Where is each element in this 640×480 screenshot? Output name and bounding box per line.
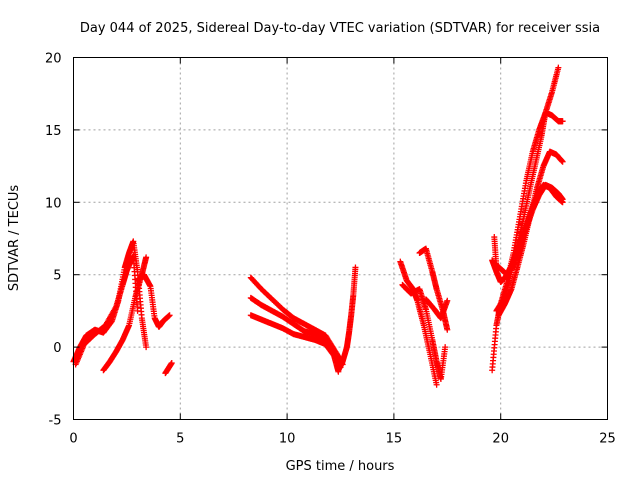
y-tick-label: -5 xyxy=(49,414,62,429)
x-tick-label: 25 xyxy=(599,432,616,447)
data-point xyxy=(168,360,175,367)
data-point xyxy=(555,64,562,71)
series-sat-h xyxy=(247,312,342,375)
y-tick-label: 20 xyxy=(45,52,62,67)
x-tick-label: 20 xyxy=(492,432,509,447)
x-tick-label: 0 xyxy=(69,432,77,447)
chart-title: Day 044 of 2025, Sidereal Day-to-day VTE… xyxy=(80,21,600,36)
y-tick-label: 10 xyxy=(45,196,62,211)
series-sat-o xyxy=(493,109,566,314)
data-point xyxy=(444,326,451,333)
data-point xyxy=(433,381,440,388)
data-point xyxy=(559,199,566,206)
axis-ticks: 0 5 10 15 20 25 -5 0 5 10 15 20 xyxy=(45,52,616,447)
data-point xyxy=(442,344,449,351)
data-point xyxy=(352,264,359,271)
y-tick-label: 5 xyxy=(53,269,61,284)
series-sat-b xyxy=(72,252,141,368)
x-tick-label: 15 xyxy=(386,432,403,447)
grid xyxy=(73,57,608,420)
data-point xyxy=(559,158,566,165)
y-tick-label: 15 xyxy=(45,124,62,139)
series-sat-i xyxy=(335,264,359,374)
data-point xyxy=(166,312,173,319)
series-sat-e xyxy=(162,360,175,377)
data-point xyxy=(143,344,150,351)
series-sat-d xyxy=(134,271,173,330)
data-point xyxy=(112,304,119,311)
series-sat-l xyxy=(416,245,451,333)
data-point xyxy=(559,118,566,125)
y-tick-label: 0 xyxy=(53,341,61,356)
data-point xyxy=(143,254,150,261)
data-point xyxy=(493,264,500,271)
series-sat-r xyxy=(489,181,566,285)
data-points xyxy=(70,64,566,388)
x-tick-label: 5 xyxy=(176,432,184,447)
data-point xyxy=(444,297,451,304)
data-point xyxy=(134,307,141,314)
series-sat-k xyxy=(399,281,449,382)
x-tick-label: 10 xyxy=(279,432,296,447)
series-sat-m xyxy=(422,296,451,322)
series-sat-s xyxy=(491,234,500,271)
series-sat-j xyxy=(397,258,440,388)
x-axis-label: GPS time / hours xyxy=(286,459,395,474)
plot-frame xyxy=(73,57,608,420)
y-axis-label: SDTVAR / TECUs xyxy=(7,185,22,292)
